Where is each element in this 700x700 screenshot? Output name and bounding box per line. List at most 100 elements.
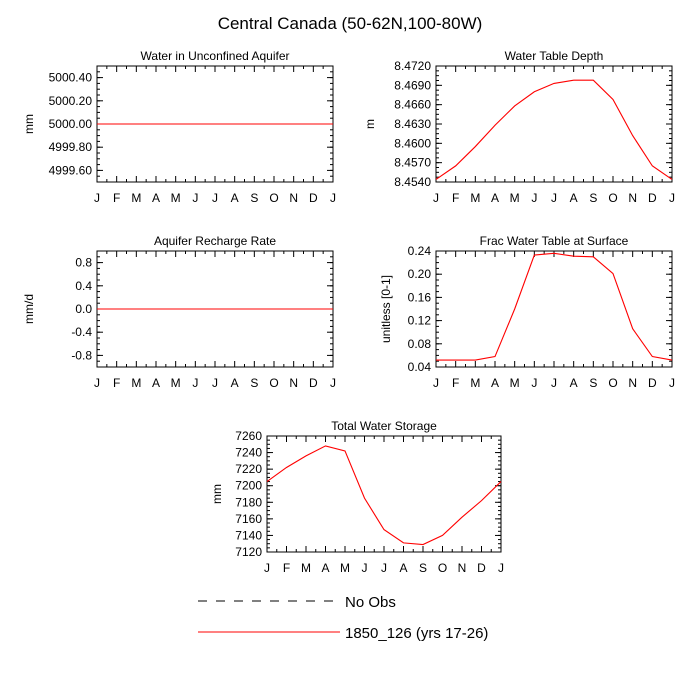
x-tick-label: D bbox=[309, 191, 318, 205]
x-tick-label: O bbox=[438, 561, 447, 575]
y-tick-label: 8.4600 bbox=[394, 136, 431, 150]
x-tick-label: D bbox=[477, 561, 486, 575]
x-tick-label: J bbox=[212, 376, 218, 390]
x-tick-label: M bbox=[171, 191, 181, 205]
plot-frame bbox=[435, 250, 673, 368]
x-tick-label: M bbox=[340, 561, 350, 575]
y-tick-label: 7140 bbox=[235, 528, 262, 542]
x-tick-label: F bbox=[113, 191, 120, 205]
x-tick-label: A bbox=[152, 191, 160, 205]
y-tick-label: 8.4540 bbox=[394, 175, 431, 189]
y-tick-label: 7180 bbox=[235, 495, 262, 509]
x-tick-label: J bbox=[192, 376, 198, 390]
x-tick-label: J bbox=[264, 561, 270, 575]
x-tick-label: D bbox=[648, 376, 657, 390]
chart-panel-3: Frac Water Table at Surface unitless [0-1… bbox=[379, 234, 675, 390]
y-tick-label: -0.4 bbox=[71, 325, 92, 339]
x-tick-label: S bbox=[589, 191, 597, 205]
x-tick-label: J bbox=[433, 191, 439, 205]
panel-title: Aquifer Recharge Rate bbox=[154, 234, 276, 248]
x-tick-label: M bbox=[171, 376, 181, 390]
y-tick-label: 0.04 bbox=[408, 360, 432, 374]
y-tick-label: 7220 bbox=[235, 462, 262, 476]
x-tick-label: A bbox=[231, 376, 239, 390]
x-tick-label: M bbox=[510, 191, 520, 205]
x-tick-label: N bbox=[289, 376, 298, 390]
x-tick-label: N bbox=[628, 376, 637, 390]
y-tick-label: 0.08 bbox=[408, 337, 432, 351]
x-tick-label: A bbox=[491, 191, 499, 205]
x-tick-label: N bbox=[458, 561, 467, 575]
y-tick-label: 0.20 bbox=[408, 267, 432, 281]
panel-title: Water in Unconfined Aquifer bbox=[141, 49, 290, 63]
x-tick-label: A bbox=[399, 561, 407, 575]
x-tick-label: J bbox=[212, 191, 218, 205]
y-tick-label: 0.24 bbox=[408, 244, 432, 258]
series-line bbox=[435, 79, 673, 180]
x-tick-label: J bbox=[94, 191, 100, 205]
y-tick-label: 5000.20 bbox=[49, 94, 93, 108]
x-tick-label: O bbox=[608, 376, 617, 390]
y-tick-label: 5000.40 bbox=[49, 71, 93, 85]
y-tick-label: 7260 bbox=[235, 429, 262, 443]
y-tick-label: 7240 bbox=[235, 446, 262, 460]
legend-series-label: 1850_126 (yrs 17-26) bbox=[345, 625, 488, 642]
x-tick-label: F bbox=[283, 561, 290, 575]
x-tick-label: J bbox=[531, 191, 537, 205]
series-line bbox=[436, 252, 673, 361]
series-line bbox=[266, 445, 502, 546]
plot-frame bbox=[266, 435, 502, 553]
x-tick-label: J bbox=[551, 191, 557, 205]
x-tick-label: D bbox=[309, 376, 318, 390]
y-tick-label: 8.4660 bbox=[394, 98, 431, 112]
y-tick-label: 8.4720 bbox=[394, 59, 431, 73]
x-tick-label: J bbox=[94, 376, 100, 390]
y-tick-label: 7120 bbox=[235, 545, 262, 559]
x-tick-label: M bbox=[470, 376, 480, 390]
x-tick-label: J bbox=[498, 561, 504, 575]
legend-no-obs-label: No Obs bbox=[345, 594, 396, 611]
x-tick-label: N bbox=[289, 191, 298, 205]
x-tick-label: J bbox=[192, 191, 198, 205]
x-tick-label: J bbox=[362, 561, 368, 575]
x-tick-label: J bbox=[669, 191, 675, 205]
y-axis-label: mm/d bbox=[22, 294, 36, 324]
x-tick-label: J bbox=[330, 191, 336, 205]
x-tick-label: J bbox=[531, 376, 537, 390]
y-tick-label: 0.8 bbox=[75, 256, 92, 270]
x-tick-label: F bbox=[113, 376, 120, 390]
legend: No Obs 1850_126 (yrs 17-26) bbox=[198, 594, 488, 642]
x-tick-label: M bbox=[301, 561, 311, 575]
x-tick-label: A bbox=[231, 191, 239, 205]
figure-title: Central Canada (50-62N,100-80W) bbox=[218, 14, 483, 33]
x-tick-label: F bbox=[452, 376, 459, 390]
x-tick-label: S bbox=[250, 376, 258, 390]
y-tick-label: 0.12 bbox=[408, 314, 432, 328]
y-tick-label: 4999.60 bbox=[49, 163, 93, 177]
x-tick-label: N bbox=[628, 191, 637, 205]
x-tick-label: A bbox=[152, 376, 160, 390]
x-tick-label: M bbox=[470, 191, 480, 205]
y-tick-label: 8.4570 bbox=[394, 156, 431, 170]
y-tick-label: 4999.80 bbox=[49, 140, 93, 154]
x-tick-label: J bbox=[433, 376, 439, 390]
x-tick-label: M bbox=[131, 191, 141, 205]
x-tick-label: O bbox=[608, 191, 617, 205]
x-tick-label: F bbox=[452, 191, 459, 205]
x-tick-label: A bbox=[491, 376, 499, 390]
x-tick-label: M bbox=[510, 376, 520, 390]
x-tick-label: A bbox=[570, 191, 578, 205]
x-tick-label: S bbox=[250, 191, 258, 205]
y-axis-label: mm bbox=[22, 114, 36, 134]
y-axis-label: unitless [0-1] bbox=[379, 275, 393, 343]
y-tick-label: 8.4630 bbox=[394, 117, 431, 131]
x-tick-label: A bbox=[321, 561, 329, 575]
y-tick-label: -0.8 bbox=[71, 348, 92, 362]
x-tick-label: M bbox=[131, 376, 141, 390]
x-tick-label: J bbox=[330, 376, 336, 390]
x-tick-label: J bbox=[551, 376, 557, 390]
